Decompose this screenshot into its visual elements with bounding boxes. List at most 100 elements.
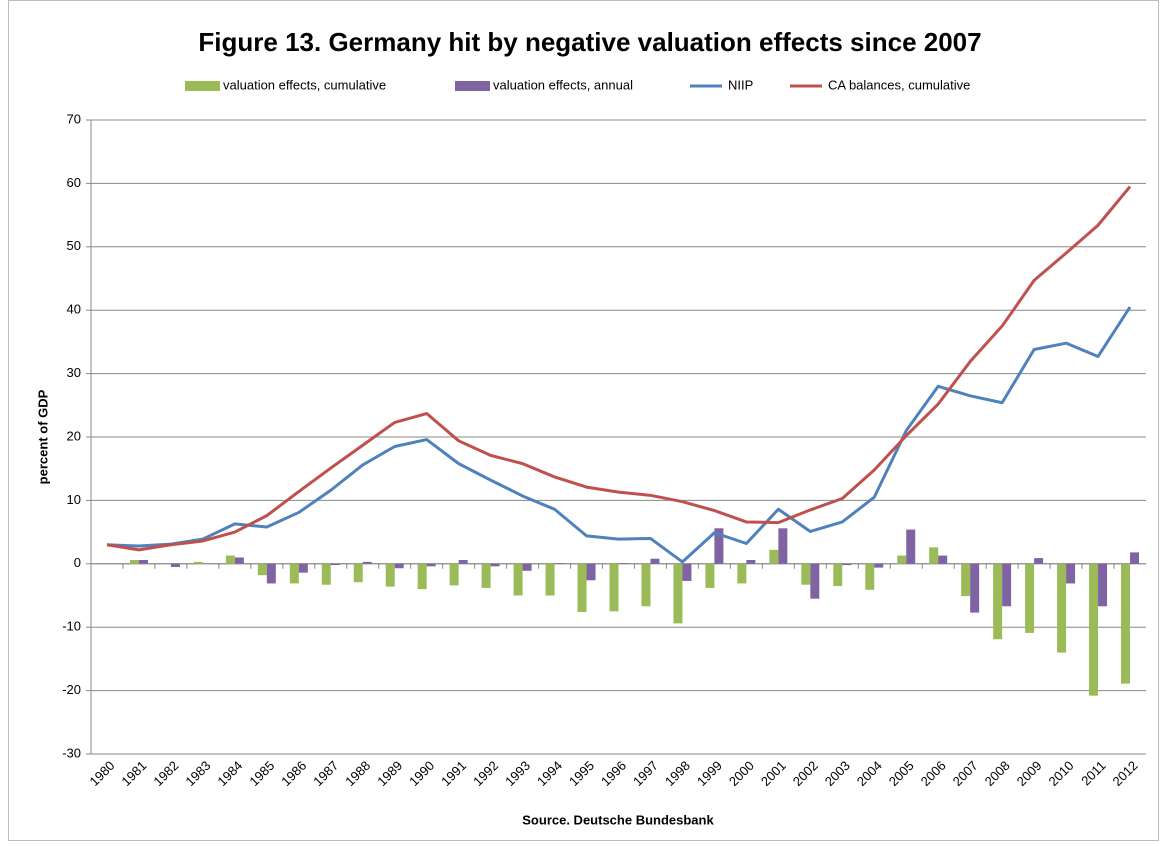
bar [1025,563,1035,633]
bar [586,563,596,581]
bar [1089,563,1099,696]
y-tick-label: 30 [67,365,81,380]
bar [353,563,363,583]
bar [650,558,660,564]
bar [970,563,980,613]
bar [225,555,235,564]
x-tick-label: 2011 [1078,758,1108,788]
x-tick-label: 1996 [598,758,629,789]
x-tick-label: 1983 [182,758,213,789]
x-tick-label: 1986 [278,758,309,789]
x-tick-label: 1984 [214,758,245,789]
bar [385,563,395,587]
y-tick-label: 0 [74,555,81,570]
legend-swatch [185,81,220,91]
bar [801,563,811,585]
y-tick-label: 20 [67,428,81,443]
x-tick-label: 1990 [406,758,437,789]
x-tick-label: 2001 [758,758,789,789]
bar [906,529,916,564]
bar [522,563,532,571]
line [106,306,1132,564]
bar [641,563,651,607]
y-tick-label: -20 [62,682,81,697]
bar [778,528,788,564]
bar [1130,552,1140,564]
x-tick-label: 2005 [886,758,917,789]
legend-label: CA balances, cumulative [828,77,970,92]
bar [897,555,907,564]
y-tick-label: 50 [67,238,81,253]
bar [865,563,875,590]
x-tick-label: 1993 [502,758,533,789]
bar [138,559,148,564]
x-tick-label: 2008 [982,758,1013,789]
legend-label: NIIP [728,77,753,92]
bar [129,559,139,564]
y-tick-label: 70 [67,111,81,126]
bar [490,563,500,567]
x-tick-label: 1991 [438,758,469,789]
bar [746,559,756,564]
x-tick-label: 1995 [566,758,597,789]
bar [449,563,459,586]
bar [362,561,372,564]
bar [1066,563,1076,584]
bar [417,563,427,590]
x-tick-label: 1985 [246,758,277,789]
bar [609,563,619,612]
chart-title: Figure 13. Germany hit by negative valua… [198,27,981,57]
bar [458,559,468,564]
bar [513,563,523,596]
bar [810,563,820,599]
x-tick-label: 2002 [790,758,821,789]
bar [1057,563,1067,653]
x-axis-label: Source. Deutsche Bundesbank [522,812,714,827]
bar [673,563,683,624]
bar [1034,558,1044,564]
bar [266,563,276,584]
x-tick-label: 2007 [950,758,981,789]
x-tick-label: 1999 [694,758,725,789]
bar [554,563,564,564]
bar [481,563,491,588]
bar [929,547,939,564]
y-tick-label: 10 [67,492,81,507]
bar [545,563,555,596]
bar [874,563,884,568]
y-tick-label: -30 [62,745,81,760]
bar [705,563,715,588]
bar [682,563,692,581]
bar [1098,563,1108,607]
x-tick-label: 1989 [374,758,405,789]
x-tick-label: 1998 [662,758,693,789]
bar [1121,563,1131,684]
x-tick-label: 2009 [1014,758,1045,789]
bar [321,563,331,585]
y-tick-label: -10 [62,619,81,634]
bar [737,563,747,584]
y-axis-label: percent of GDP [35,389,50,484]
x-tick-label: 1981 [118,758,149,789]
chart-frame [8,0,1159,841]
y-tick-label: 60 [67,175,81,190]
bar [234,557,244,564]
bar [1002,563,1012,607]
line [106,185,1132,552]
bar [993,563,1003,640]
bar [193,561,203,564]
x-tick-label: 2003 [822,758,853,789]
x-tick-label: 1997 [630,758,661,789]
bar [257,563,267,576]
x-tick-label: 1988 [342,758,373,789]
x-tick-label: 1987 [310,758,341,789]
bar [938,555,948,564]
bar [426,563,436,567]
bar [833,563,843,586]
bar [170,563,180,567]
bar [618,563,628,564]
bar [577,563,587,612]
x-tick-label: 1992 [470,758,501,789]
